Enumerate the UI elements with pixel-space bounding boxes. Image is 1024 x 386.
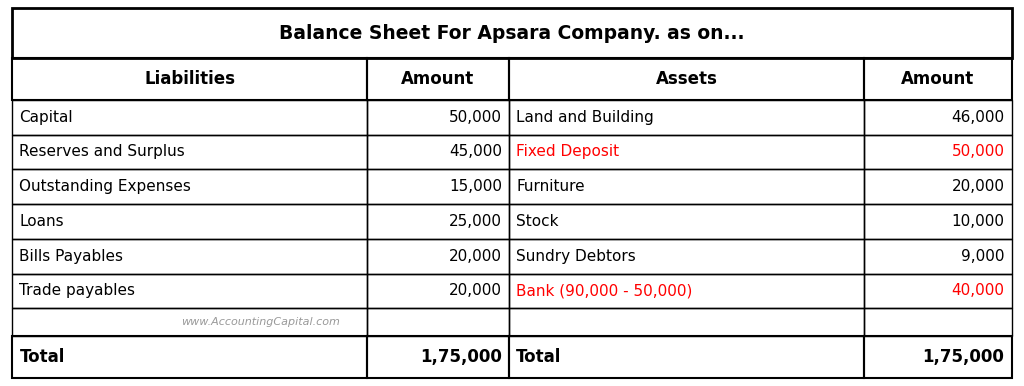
Text: Trade payables: Trade payables (19, 283, 135, 298)
Bar (509, 239, 864, 274)
Bar (12, 239, 367, 274)
Text: 20,000: 20,000 (449, 249, 502, 264)
Bar (12, 58, 367, 100)
Bar (367, 204, 509, 239)
Bar (864, 274, 1012, 308)
Text: Fixed Deposit: Fixed Deposit (516, 144, 620, 159)
Bar (509, 274, 864, 308)
Text: Liabilities: Liabilities (144, 70, 236, 88)
Bar (509, 100, 864, 135)
Bar (12, 8, 1012, 58)
Bar (864, 169, 1012, 204)
Bar (367, 336, 509, 378)
Bar (864, 58, 1012, 100)
Text: 20,000: 20,000 (449, 283, 502, 298)
Bar (12, 274, 367, 308)
Bar (12, 308, 367, 336)
Text: Bills Payables: Bills Payables (19, 249, 124, 264)
Text: Stock: Stock (516, 214, 559, 229)
Text: Total: Total (19, 348, 65, 366)
Text: Land and Building: Land and Building (516, 110, 654, 125)
Bar (509, 58, 864, 100)
Bar (12, 100, 367, 135)
Bar (12, 135, 367, 169)
Text: 20,000: 20,000 (951, 179, 1005, 194)
Text: Loans: Loans (19, 214, 65, 229)
Text: Furniture: Furniture (516, 179, 585, 194)
Bar (367, 100, 509, 135)
Text: 9,000: 9,000 (962, 249, 1005, 264)
Text: 10,000: 10,000 (951, 214, 1005, 229)
Text: 50,000: 50,000 (951, 144, 1005, 159)
Text: 25,000: 25,000 (449, 214, 502, 229)
Bar (367, 239, 509, 274)
Bar (12, 336, 367, 378)
Text: Reserves and Surplus: Reserves and Surplus (19, 144, 185, 159)
Text: www.AccountingCapital.com: www.AccountingCapital.com (181, 317, 340, 327)
Text: Total: Total (516, 348, 561, 366)
Bar (367, 135, 509, 169)
Text: Assets: Assets (655, 70, 718, 88)
Text: Capital: Capital (19, 110, 73, 125)
Text: 40,000: 40,000 (951, 283, 1005, 298)
Bar (367, 308, 509, 336)
Text: Amount: Amount (401, 70, 475, 88)
Text: 45,000: 45,000 (449, 144, 502, 159)
Bar (509, 204, 864, 239)
Bar (509, 336, 864, 378)
Text: 50,000: 50,000 (449, 110, 502, 125)
Bar (864, 239, 1012, 274)
Text: 1,75,000: 1,75,000 (923, 348, 1005, 366)
Text: 46,000: 46,000 (951, 110, 1005, 125)
Text: 15,000: 15,000 (449, 179, 502, 194)
Bar (12, 169, 367, 204)
Bar (864, 204, 1012, 239)
Bar (367, 274, 509, 308)
Text: 1,75,000: 1,75,000 (420, 348, 502, 366)
Bar (12, 204, 367, 239)
Text: Balance Sheet For Apsara Company. as on...: Balance Sheet For Apsara Company. as on.… (280, 24, 744, 43)
Text: Amount: Amount (901, 70, 975, 88)
Bar (509, 135, 864, 169)
Bar (864, 135, 1012, 169)
Bar (367, 169, 509, 204)
Bar (367, 58, 509, 100)
Text: Bank (90,000 - 50,000): Bank (90,000 - 50,000) (516, 283, 692, 298)
Bar (509, 169, 864, 204)
Text: Outstanding Expenses: Outstanding Expenses (19, 179, 191, 194)
Bar (509, 308, 864, 336)
Text: Sundry Debtors: Sundry Debtors (516, 249, 636, 264)
Bar (864, 100, 1012, 135)
Bar (864, 336, 1012, 378)
Bar (864, 308, 1012, 336)
